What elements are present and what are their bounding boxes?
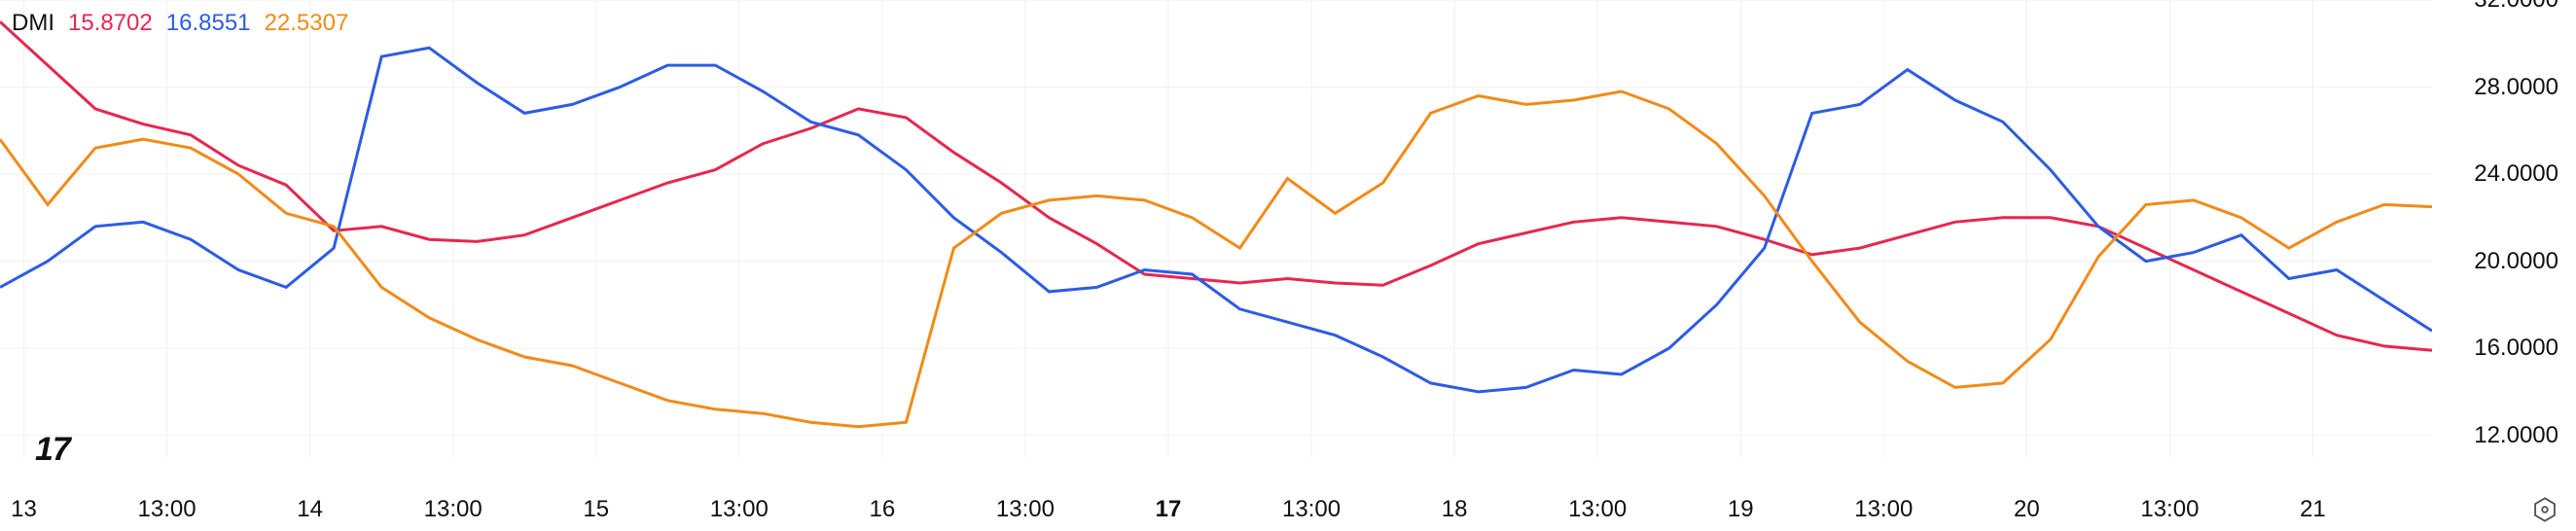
price-axis[interactable]: 32.0000 28.0000 24.0000 20.0000 16.0000 12.00…	[2440, 0, 2576, 531]
y-tick-label: 12.0000	[2474, 422, 2558, 449]
x-tick-label: 14	[297, 496, 323, 523]
settings-icon[interactable]	[2531, 496, 2558, 523]
time-axis[interactable]: 13 13:00 14 13:00 15 13:00 16 13:00 17 13:00 18 13:…	[0, 482, 2432, 531]
y-tick-label: 28.0000	[2474, 74, 2558, 101]
y-tick-label: 20.0000	[2474, 248, 2558, 275]
x-tick-label: 13:00	[996, 496, 1055, 523]
x-tick-label: 13:00	[1854, 496, 1913, 523]
series-adx	[0, 91, 2432, 427]
plot-area[interactable]	[0, 0, 2432, 457]
x-tick-label: 13:00	[710, 496, 769, 523]
x-tick-label: 13:00	[2140, 496, 2199, 523]
x-tick-label: 20	[2014, 496, 2040, 523]
x-tick-label: 21	[2300, 496, 2326, 523]
x-tick-label: 13:00	[424, 496, 483, 523]
y-tick-label: 24.0000	[2474, 160, 2558, 188]
x-tick-label: 18	[1442, 496, 1468, 523]
x-tick-label: 16	[870, 496, 896, 523]
x-tick-label: 13	[11, 496, 37, 523]
tradingview-logo[interactable]: 17	[35, 431, 70, 469]
legend-value-0: 15.8702	[68, 10, 153, 37]
x-tick-label: 17	[1156, 496, 1182, 523]
x-tick-label: 19	[1728, 496, 1754, 523]
x-tick-label: 13:00	[138, 496, 197, 523]
y-tick-label: 16.0000	[2474, 335, 2558, 362]
series-plus-di	[0, 21, 2432, 350]
x-tick-label: 15	[583, 496, 609, 523]
x-tick-label: 13:00	[1568, 496, 1627, 523]
indicator-legend[interactable]: DMI 15.8702 16.8551 22.5307	[12, 10, 348, 37]
indicator-name[interactable]: DMI	[12, 10, 54, 37]
legend-value-1: 16.8551	[166, 10, 251, 37]
legend-value-2: 22.5307	[265, 10, 349, 37]
x-tick-label: 13:00	[1282, 496, 1341, 523]
y-tick-label: 32.0000	[2474, 0, 2558, 14]
dmi-indicator-pane: DMI 15.8702 16.8551 22.5307 32.0000 28.00…	[0, 0, 2576, 531]
